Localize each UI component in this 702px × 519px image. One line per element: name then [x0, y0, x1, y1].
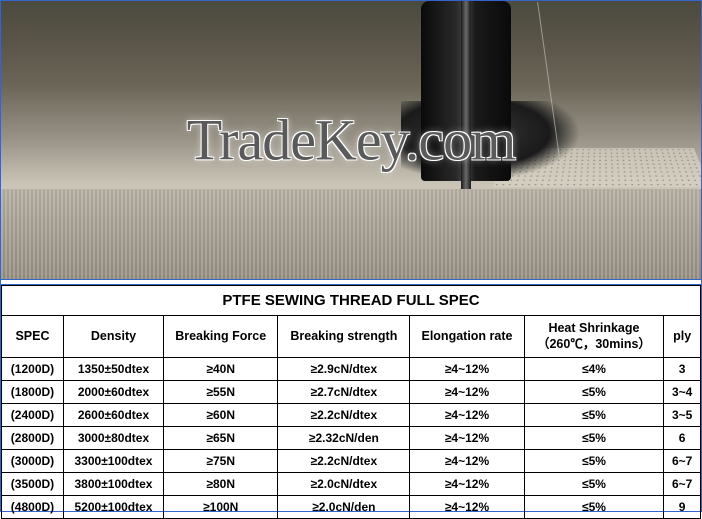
cell-spec: (3000D) [2, 449, 64, 472]
table-header-row: SPEC Density Breaking Force Breaking str… [2, 316, 701, 358]
cell-density: 2600±60dtex [63, 403, 163, 426]
cell-spec: (2400D) [2, 403, 64, 426]
cell-force: ≥100N [164, 495, 278, 518]
table-row: (1800D)2000±60dtex≥55N≥2.7cN/dtex≥4~12%≤… [2, 380, 701, 403]
col-shrink: Heat Shrinkage（260℃，30mins） [524, 316, 664, 358]
cell-strength: ≥2.9cN/dtex [278, 357, 410, 380]
cell-density: 3800±100dtex [63, 472, 163, 495]
cell-spec: (2800D) [2, 426, 64, 449]
spec-table-container: PTFE SEWING THREAD FULL SPEC SPEC Densit… [1, 285, 701, 519]
cell-strength: ≥2.2cN/dtex [278, 403, 410, 426]
cell-spec: (1800D) [2, 380, 64, 403]
col-force: Breaking Force [164, 316, 278, 358]
cell-elong: ≥4~12% [410, 380, 524, 403]
col-elong: Elongation rate [410, 316, 524, 358]
cell-ply: 9 [664, 495, 701, 518]
cell-shrink: ≤5% [524, 403, 664, 426]
cell-shrink: ≤5% [524, 426, 664, 449]
table-row: (3500D)3800±100dtex≥80N≥2.0cN/dtex≥4~12%… [2, 472, 701, 495]
table-row: (4800D)5200±100dtex≥100N≥2.0cN/den≥4~12%… [2, 495, 701, 518]
col-spec: SPEC [2, 316, 64, 358]
cell-ply: 6~7 [664, 472, 701, 495]
cell-ply: 6~7 [664, 449, 701, 472]
table-row: (1200D)1350±50dtex≥40N≥2.9cN/dtex≥4~12%≤… [2, 357, 701, 380]
table-row: (2800D)3000±80dtex≥65N≥2.32cN/den≥4~12%≤… [2, 426, 701, 449]
cell-ply: 3~5 [664, 403, 701, 426]
cell-strength: ≥2.2cN/dtex [278, 449, 410, 472]
cell-elong: ≥4~12% [410, 472, 524, 495]
cell-force: ≥40N [164, 357, 278, 380]
fabric-surface [1, 189, 701, 279]
cell-ply: 3 [664, 357, 701, 380]
col-strength: Breaking strength [278, 316, 410, 358]
cell-force: ≥75N [164, 449, 278, 472]
table-row: (2400D)2600±60dtex≥60N≥2.2cN/dtex≥4~12%≤… [2, 403, 701, 426]
cell-force: ≥60N [164, 403, 278, 426]
cell-strength: ≥2.7cN/dtex [278, 380, 410, 403]
product-image: TradeKey.com [1, 1, 701, 279]
cell-elong: ≥4~12% [410, 403, 524, 426]
cell-force: ≥65N [164, 426, 278, 449]
table-row: (3000D)3300±100dtex≥75N≥2.2cN/dtex≥4~12%… [2, 449, 701, 472]
cell-force: ≥55N [164, 380, 278, 403]
spec-table: PTFE SEWING THREAD FULL SPEC SPEC Densit… [1, 285, 701, 519]
cell-shrink: ≤5% [524, 449, 664, 472]
watermark-text: TradeKey.com [187, 107, 515, 174]
cell-ply: 3~4 [664, 380, 701, 403]
cell-elong: ≥4~12% [410, 357, 524, 380]
cell-density: 3000±80dtex [63, 426, 163, 449]
cell-elong: ≥4~12% [410, 495, 524, 518]
table-title-row: PTFE SEWING THREAD FULL SPEC [2, 286, 701, 316]
cell-shrink: ≤4% [524, 357, 664, 380]
cell-spec: (3500D) [2, 472, 64, 495]
cell-shrink: ≤5% [524, 472, 664, 495]
cell-elong: ≥4~12% [410, 449, 524, 472]
cell-shrink: ≤5% [524, 495, 664, 518]
cell-ply: 6 [664, 426, 701, 449]
col-ply: ply [664, 316, 701, 358]
cell-spec: (1200D) [2, 357, 64, 380]
table-title: PTFE SEWING THREAD FULL SPEC [2, 286, 701, 316]
cell-elong: ≥4~12% [410, 426, 524, 449]
cell-shrink: ≤5% [524, 380, 664, 403]
cell-density: 5200±100dtex [63, 495, 163, 518]
cell-force: ≥80N [164, 472, 278, 495]
cell-spec: (4800D) [2, 495, 64, 518]
cell-density: 3300±100dtex [63, 449, 163, 472]
cell-density: 2000±60dtex [63, 380, 163, 403]
cell-strength: ≥2.0cN/den [278, 495, 410, 518]
cell-density: 1350±50dtex [63, 357, 163, 380]
col-density: Density [63, 316, 163, 358]
cell-strength: ≥2.32cN/den [278, 426, 410, 449]
cell-strength: ≥2.0cN/dtex [278, 472, 410, 495]
